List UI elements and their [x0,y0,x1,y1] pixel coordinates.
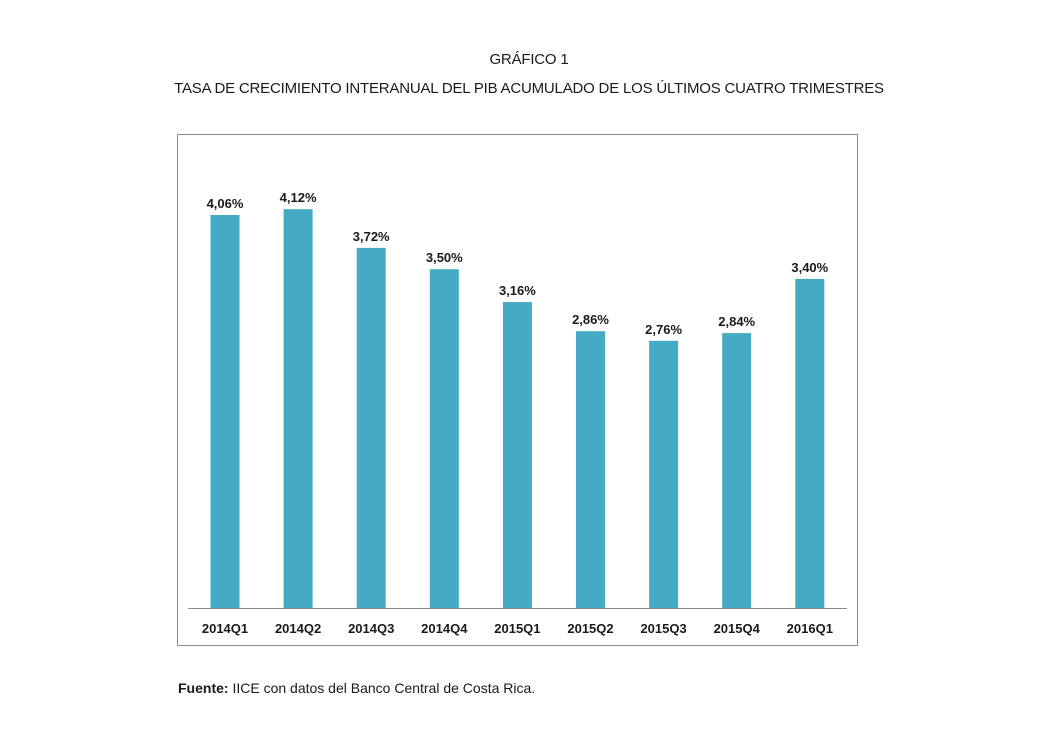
data-label-2015Q3: 2,76% [645,322,682,337]
chart-title: TASA DE CRECIMIENTO INTERANUAL DEL PIB A… [174,80,884,97]
data-label-2015Q1: 3,16% [499,283,536,298]
data-label-2014Q1: 4,06% [207,196,244,211]
data-label-2016Q1: 3,40% [791,260,828,275]
bar-2014Q4 [429,269,459,608]
bar-2014Q1 [210,215,240,608]
tick-label-2014Q3: 2014Q3 [348,621,394,636]
bar-2015Q2 [576,331,605,608]
tick-label-2016Q1: 2016Q1 [787,621,833,636]
bar-2015Q3 [649,340,679,608]
tick-label-2015Q4: 2015Q4 [714,621,761,636]
data-label-2014Q2: 4,12% [280,190,317,205]
bar-2015Q4 [722,333,752,608]
source-note: Fuente: IICE con datos del Banco Central… [178,680,535,696]
tick-label-2015Q2: 2015Q2 [567,621,613,636]
bar-2014Q3 [356,247,386,608]
data-label-2014Q4: 3,50% [426,250,463,265]
data-label-2014Q3: 3,72% [353,229,390,244]
bar-2014Q2 [283,209,313,608]
tick-label-2014Q2: 2014Q2 [275,621,321,636]
bar-2015Q1 [502,302,532,608]
figure-number: GRÁFICO 1 [489,51,569,68]
source-text: IICE con datos del Banco Central de Cost… [228,680,536,696]
chart-frame [177,134,858,646]
tick-label-2015Q1: 2015Q1 [494,621,540,636]
data-label-2015Q4: 2,84% [718,314,755,329]
data-label-2015Q2: 2,86% [572,312,609,327]
tick-label-2015Q3: 2015Q3 [640,621,686,636]
bar-2016Q1 [795,278,825,608]
tick-label-2014Q4: 2014Q4 [421,621,468,636]
tick-label-2014Q1: 2014Q1 [202,621,248,636]
source-label: Fuente: [178,680,229,696]
